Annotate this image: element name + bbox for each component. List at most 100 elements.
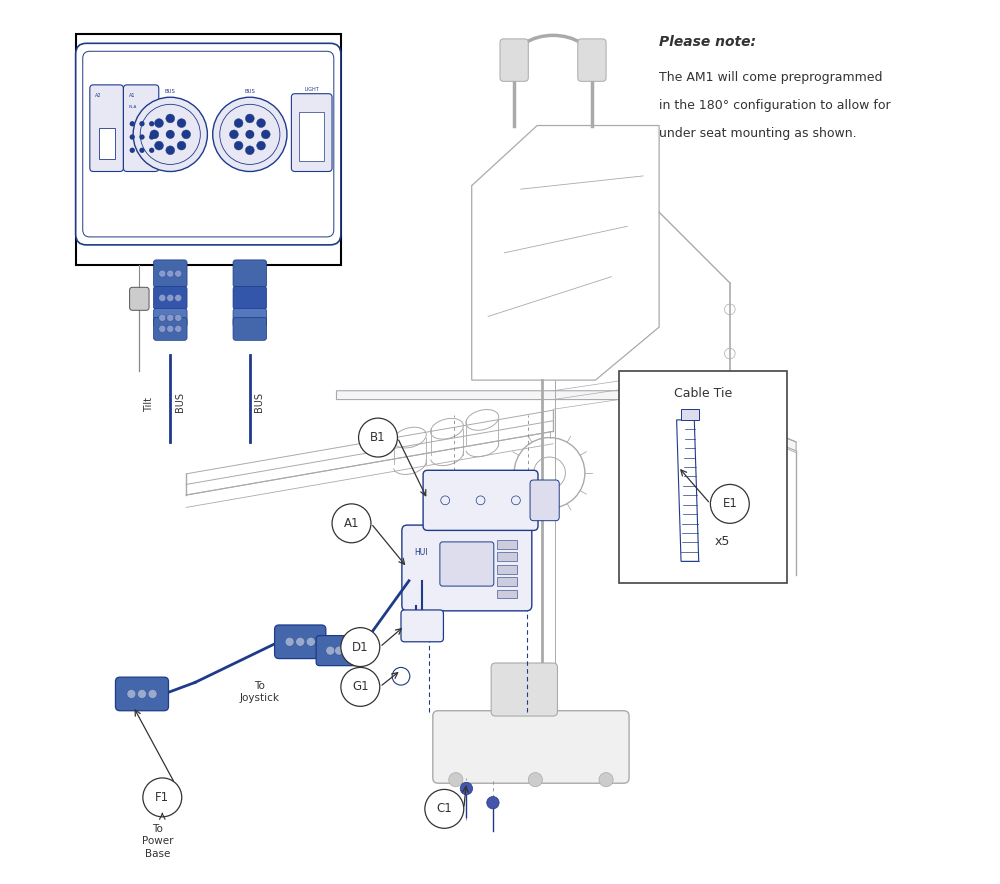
Text: x5: x5: [715, 535, 730, 547]
Bar: [619, 371, 787, 583]
Circle shape: [245, 114, 254, 123]
FancyBboxPatch shape: [401, 610, 443, 642]
Circle shape: [143, 778, 182, 817]
Circle shape: [177, 118, 186, 127]
Circle shape: [341, 628, 380, 667]
Text: A1: A1: [129, 93, 135, 98]
FancyBboxPatch shape: [440, 542, 494, 586]
FancyBboxPatch shape: [153, 260, 187, 287]
Circle shape: [425, 789, 464, 828]
FancyBboxPatch shape: [275, 625, 326, 659]
FancyBboxPatch shape: [153, 317, 187, 340]
Text: Please note:: Please note:: [659, 35, 756, 50]
Polygon shape: [336, 391, 796, 451]
Text: E1: E1: [722, 498, 737, 510]
Circle shape: [285, 637, 294, 646]
Text: LIGHT: LIGHT: [304, 87, 319, 92]
Circle shape: [167, 271, 174, 278]
Circle shape: [139, 148, 145, 153]
Text: BUS: BUS: [244, 88, 255, 94]
Bar: [497, 540, 517, 549]
Circle shape: [177, 141, 186, 150]
FancyBboxPatch shape: [423, 470, 538, 530]
Circle shape: [159, 294, 166, 301]
FancyBboxPatch shape: [433, 711, 629, 783]
Circle shape: [150, 130, 159, 139]
Circle shape: [234, 118, 243, 127]
Text: under seat mounting as shown.: under seat mounting as shown.: [659, 127, 857, 141]
Circle shape: [159, 271, 166, 278]
Circle shape: [166, 114, 175, 123]
Circle shape: [175, 325, 182, 332]
Circle shape: [460, 782, 473, 795]
Circle shape: [234, 141, 243, 150]
Text: A1: A1: [344, 517, 359, 530]
Circle shape: [359, 418, 397, 457]
Text: C1: C1: [436, 803, 452, 815]
Text: BUS: BUS: [165, 88, 176, 94]
Circle shape: [155, 141, 163, 150]
Text: To
Joystick: To Joystick: [240, 681, 280, 703]
Text: Tilt: Tilt: [144, 398, 154, 412]
Text: HUI: HUI: [414, 548, 428, 557]
Text: in the 180° configuration to allow for: in the 180° configuration to allow for: [659, 99, 891, 112]
Text: To
Power
Base: To Power Base: [142, 824, 174, 858]
Bar: [497, 565, 517, 574]
Circle shape: [335, 646, 344, 655]
FancyBboxPatch shape: [233, 309, 267, 327]
FancyBboxPatch shape: [130, 287, 149, 310]
FancyBboxPatch shape: [153, 309, 187, 327]
FancyBboxPatch shape: [233, 260, 267, 287]
Text: BUS: BUS: [254, 392, 264, 412]
Circle shape: [166, 146, 175, 155]
FancyBboxPatch shape: [578, 39, 606, 81]
FancyBboxPatch shape: [153, 286, 187, 309]
Circle shape: [133, 97, 207, 171]
Circle shape: [166, 130, 175, 139]
Text: A2: A2: [95, 93, 102, 98]
Circle shape: [139, 121, 145, 126]
Circle shape: [213, 97, 287, 171]
Circle shape: [257, 141, 265, 150]
Circle shape: [326, 646, 335, 655]
Bar: [497, 552, 517, 561]
Circle shape: [159, 315, 166, 321]
Circle shape: [155, 118, 163, 127]
Circle shape: [182, 130, 191, 139]
Circle shape: [710, 484, 749, 523]
Bar: [99, 128, 115, 159]
Circle shape: [599, 773, 613, 787]
Circle shape: [138, 690, 146, 698]
Bar: [497, 577, 517, 586]
FancyBboxPatch shape: [83, 51, 334, 237]
FancyBboxPatch shape: [233, 317, 267, 340]
Bar: [299, 112, 324, 161]
FancyBboxPatch shape: [316, 636, 362, 666]
Circle shape: [175, 271, 182, 278]
Circle shape: [229, 130, 238, 139]
FancyBboxPatch shape: [402, 525, 532, 611]
Text: F1: F1: [155, 791, 169, 804]
Circle shape: [139, 134, 145, 140]
Circle shape: [167, 294, 174, 301]
Circle shape: [149, 134, 154, 140]
FancyBboxPatch shape: [500, 39, 528, 81]
Circle shape: [130, 148, 135, 153]
FancyBboxPatch shape: [291, 94, 332, 171]
Circle shape: [245, 130, 254, 139]
Circle shape: [130, 121, 135, 126]
Text: D1: D1: [352, 641, 369, 653]
Text: BUS: BUS: [175, 392, 185, 412]
Circle shape: [306, 637, 315, 646]
Circle shape: [344, 646, 352, 655]
Bar: [76, 34, 341, 265]
Circle shape: [257, 118, 265, 127]
Circle shape: [167, 325, 174, 332]
FancyBboxPatch shape: [233, 286, 267, 309]
FancyBboxPatch shape: [123, 85, 159, 171]
FancyBboxPatch shape: [530, 480, 559, 521]
Circle shape: [487, 796, 499, 809]
Circle shape: [149, 121, 154, 126]
Circle shape: [341, 667, 380, 706]
Circle shape: [528, 773, 542, 787]
